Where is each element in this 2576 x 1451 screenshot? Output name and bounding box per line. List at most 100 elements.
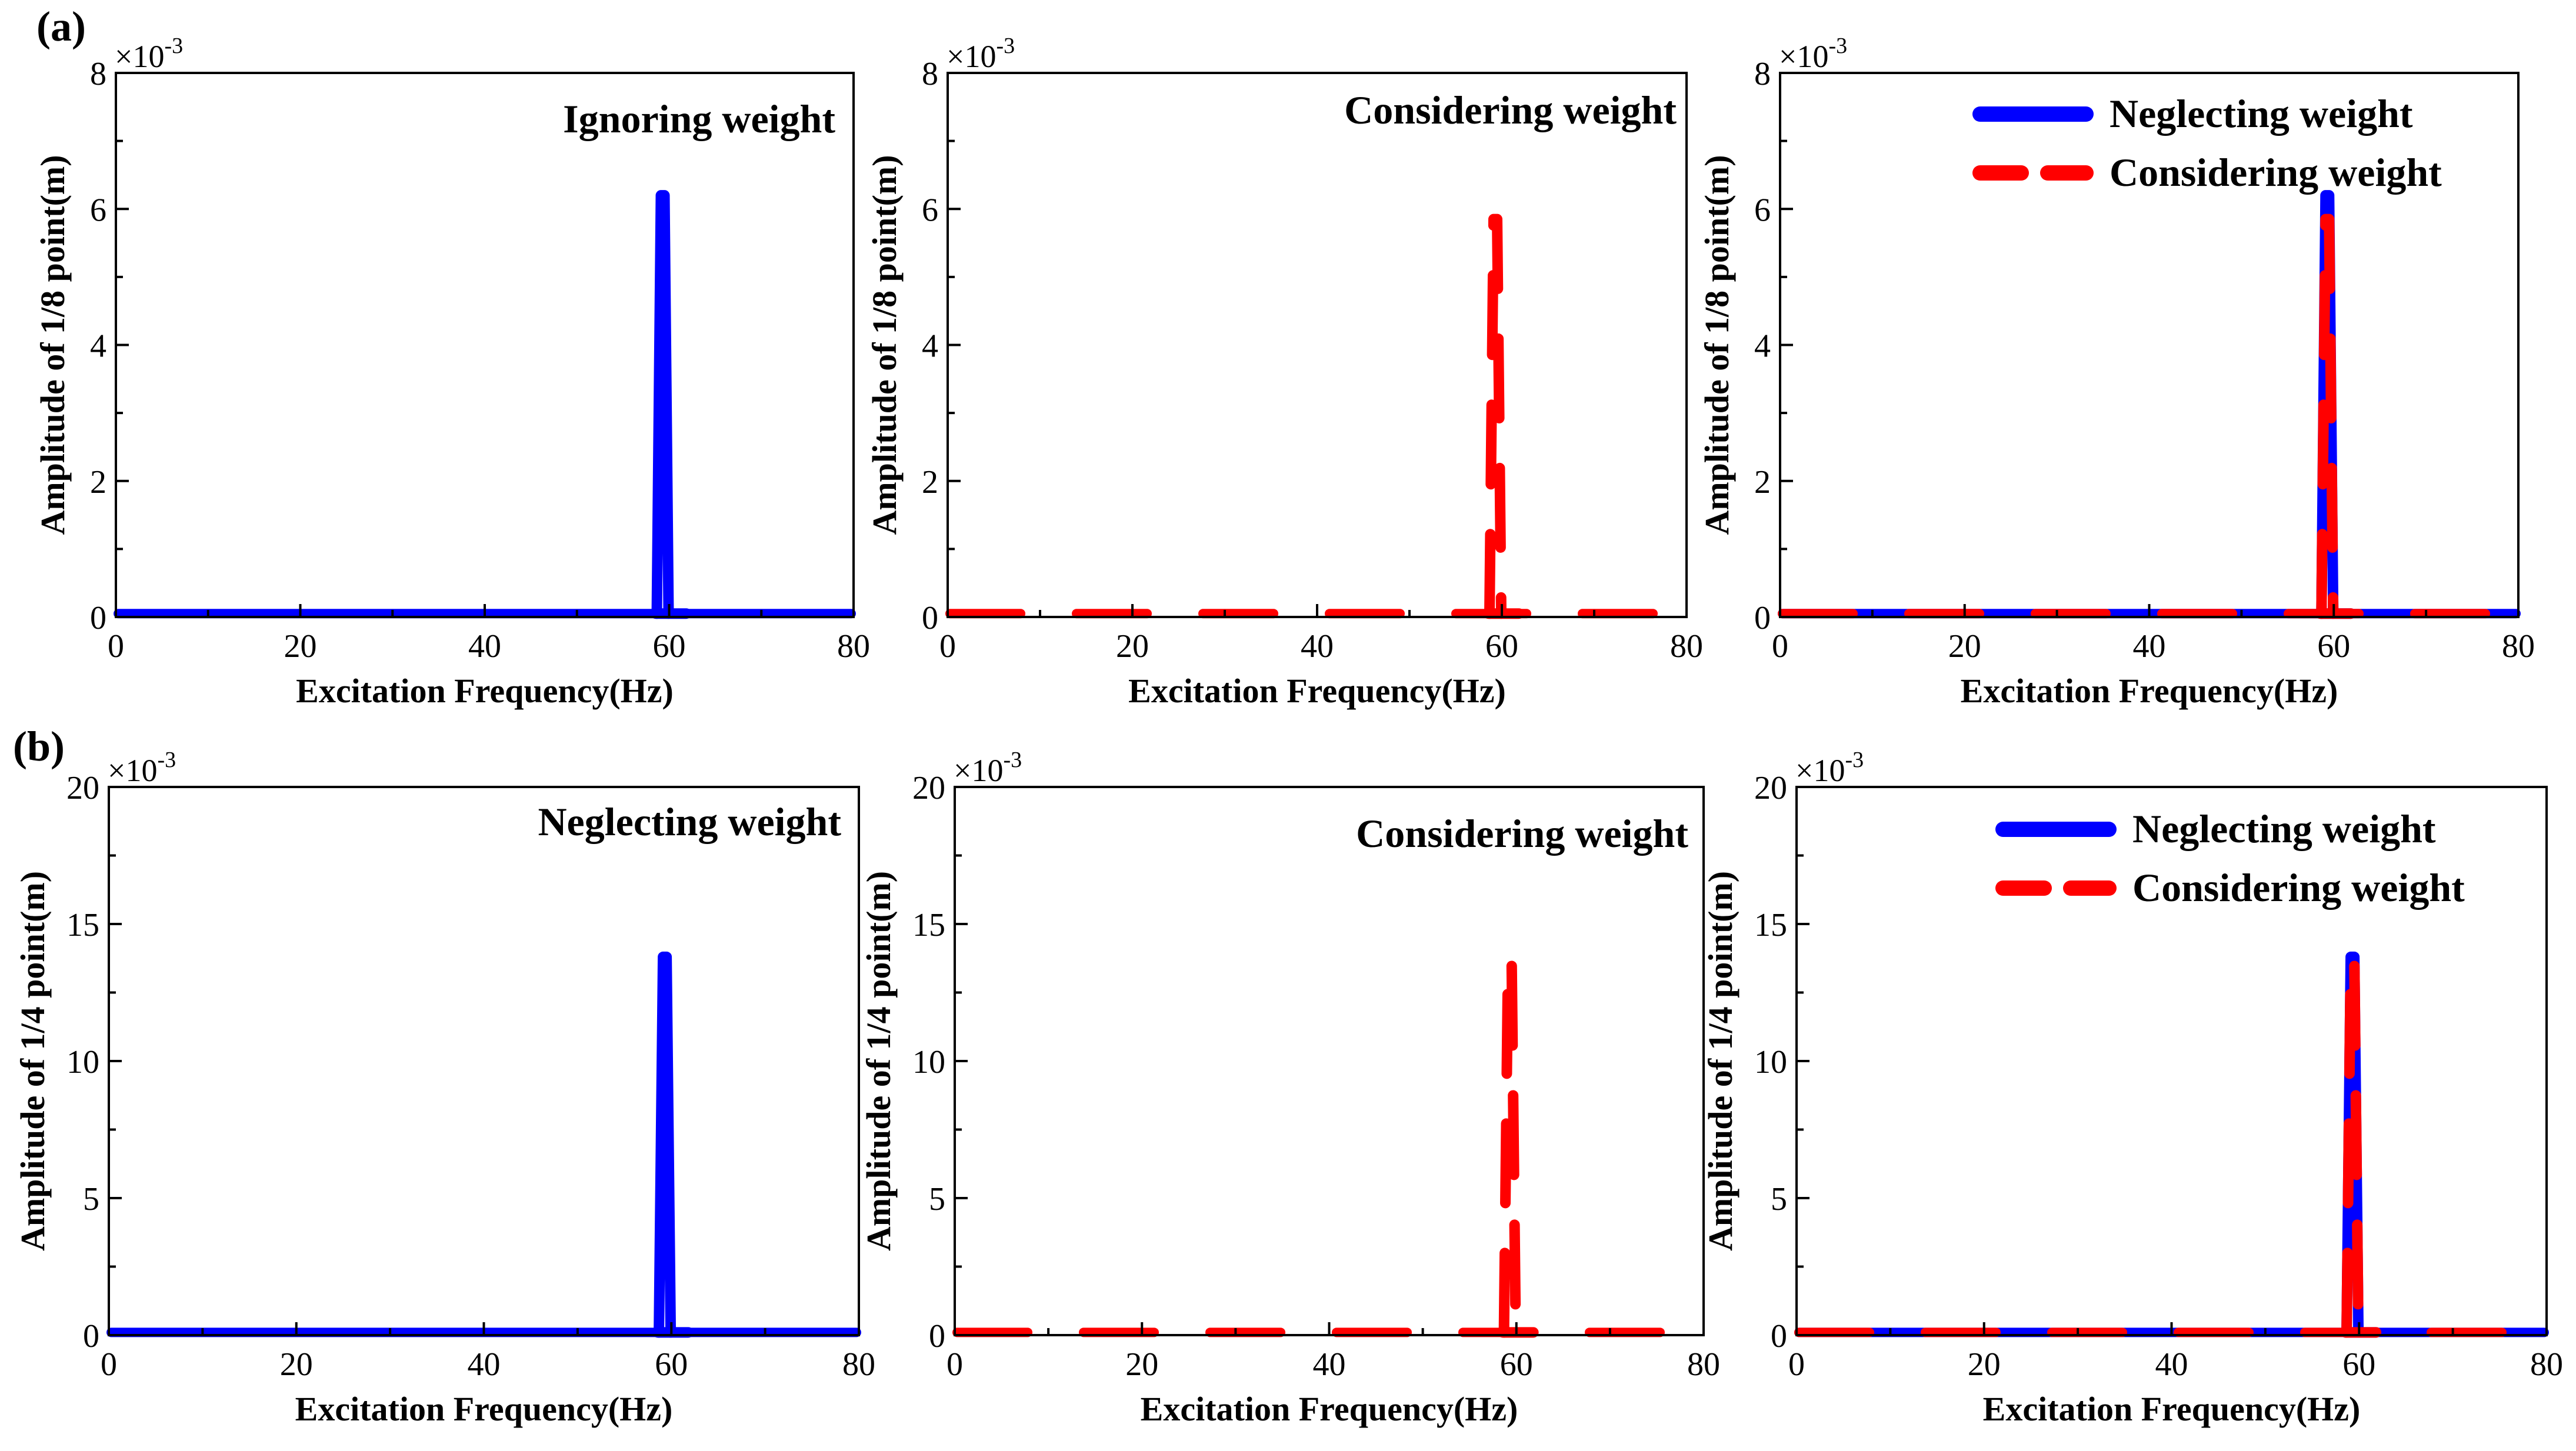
y-tick-label: 0: [1771, 1318, 1787, 1355]
x-tick-label: 20: [1948, 628, 1981, 665]
y-tick-label: 8: [90, 56, 106, 92]
y-axis-label: Amplitude of 1/8 point(m): [1698, 155, 1736, 535]
y-tick-label: 0: [1754, 600, 1771, 636]
x-tick-label: 0: [1772, 628, 1788, 665]
y-exponent-label: ×10-3: [108, 748, 176, 788]
plot-title: Considering weight: [1344, 88, 1677, 132]
y-exponent-label: ×10-3: [954, 748, 1022, 788]
x-tick-label: 0: [947, 1346, 963, 1383]
series-peak: [654, 951, 677, 1338]
y-exponent: -3: [164, 34, 183, 58]
y-tick-label: 4: [1754, 328, 1771, 365]
series-peak: [2341, 951, 2364, 1338]
y-tick-label: 4: [922, 328, 938, 365]
legend-label: Neglecting weight: [2110, 91, 2413, 136]
y-tick-label: 6: [922, 192, 938, 228]
x-axis-label: Excitation Frequency(Hz): [1961, 672, 2338, 710]
plot-title: Neglecting weight: [538, 799, 841, 844]
y-exponent-label: ×10-3: [1779, 34, 1847, 74]
plot-frame: [115, 72, 855, 618]
x-tick-label: 40: [2155, 1346, 2188, 1383]
y-tick-label: 15: [66, 907, 99, 943]
y-axis-label: Amplitude of 1/8 point(m): [865, 155, 904, 535]
x-tick-label: 20: [280, 1346, 313, 1383]
y-tick-label: 0: [90, 600, 106, 636]
y-multiplier: ×10: [954, 753, 1003, 788]
y-tick-label: 20: [1754, 770, 1787, 806]
y-tick-label: 0: [929, 1318, 945, 1355]
x-tick-label: 0: [108, 628, 124, 665]
row-label-b: (b): [13, 723, 65, 770]
x-axis-label: Excitation Frequency(Hz): [296, 672, 674, 710]
y-tick-label: 6: [1754, 192, 1771, 228]
y-exponent-label: ×10-3: [1795, 748, 1864, 788]
y-tick-label: 0: [922, 600, 938, 636]
y-tick-label: 10: [66, 1044, 99, 1080]
x-tick-label: 40: [1313, 1346, 1346, 1383]
y-tick-label: 5: [1771, 1181, 1787, 1217]
x-tick-label: 80: [1670, 628, 1703, 665]
y-tick-label: 15: [1754, 907, 1787, 943]
y-exponent: -3: [996, 34, 1015, 58]
y-multiplier: ×10: [1779, 39, 1828, 74]
x-tick-label: 20: [1968, 1346, 2001, 1383]
x-tick-label: 0: [101, 1346, 117, 1383]
x-tick-label: 40: [468, 628, 501, 665]
y-tick-label: 20: [912, 770, 945, 806]
legend-label: Considering weight: [2110, 150, 2442, 195]
y-multiplier: ×10: [1795, 753, 1845, 788]
x-tick-label: 60: [653, 628, 686, 665]
x-tick-label: 80: [1687, 1346, 1720, 1383]
y-tick-label: 2: [922, 464, 938, 501]
legend-label: Considering weight: [2132, 865, 2465, 910]
y-axis-label: Amplitude of 1/8 point(m): [34, 155, 72, 535]
x-tick-label: 0: [939, 628, 956, 665]
y-exponent-label: ×10-3: [947, 34, 1015, 74]
y-tick-label: 8: [922, 56, 938, 92]
x-axis-label: Excitation Frequency(Hz): [1983, 1390, 2361, 1428]
x-tick-label: 40: [468, 1346, 501, 1383]
y-exponent-label: ×10-3: [115, 34, 183, 74]
x-tick-label: 60: [1485, 628, 1518, 665]
x-tick-label: 80: [842, 1346, 875, 1383]
x-tick-label: 80: [837, 628, 870, 665]
y-multiplier: ×10: [115, 39, 164, 74]
plot-title: Considering weight: [1356, 811, 1688, 856]
y-tick-label: 5: [83, 1181, 99, 1217]
x-tick-label: 60: [2317, 628, 2350, 665]
x-tick-label: 0: [1788, 1346, 1805, 1383]
row-label-a: (a): [36, 3, 86, 50]
y-tick-label: 20: [66, 770, 99, 806]
y-tick-label: 4: [90, 328, 106, 365]
y-axis-label: Amplitude of 1/4 point(m): [859, 871, 898, 1251]
y-tick-label: 10: [1754, 1044, 1787, 1080]
y-tick-label: 6: [90, 192, 106, 228]
series-peak: [651, 190, 674, 619]
y-tick-label: 0: [83, 1318, 99, 1355]
x-axis-label: Excitation Frequency(Hz): [295, 1390, 673, 1428]
x-tick-label: 40: [1301, 628, 1334, 665]
plot-frame: [108, 786, 860, 1336]
x-tick-label: 80: [2530, 1346, 2563, 1383]
y-tick-label: 8: [1754, 56, 1771, 92]
x-axis-label: Excitation Frequency(Hz): [1128, 672, 1506, 710]
plot-title: Ignoring weight: [563, 96, 835, 141]
legend-label: Neglecting weight: [2132, 806, 2436, 851]
y-tick-label: 15: [912, 907, 945, 943]
y-axis-label: Amplitude of 1/4 point(m): [1701, 871, 1739, 1251]
x-tick-label: 60: [2342, 1346, 2375, 1383]
plot-frame: [947, 72, 1688, 618]
x-tick-label: 80: [2502, 628, 2535, 665]
y-exponent: -3: [1845, 748, 1864, 772]
y-tick-label: 10: [912, 1044, 945, 1080]
series-peak: [1484, 214, 1507, 619]
y-exponent: -3: [1828, 34, 1847, 58]
y-multiplier: ×10: [947, 39, 996, 74]
